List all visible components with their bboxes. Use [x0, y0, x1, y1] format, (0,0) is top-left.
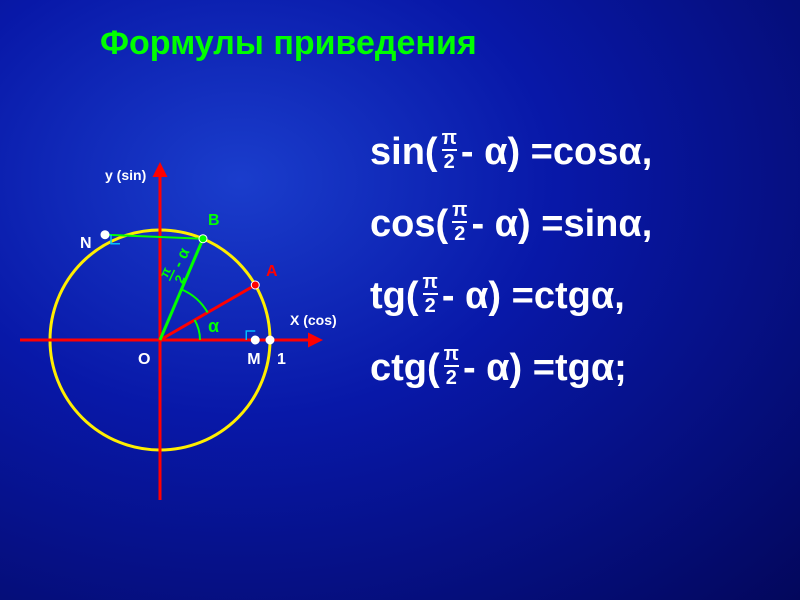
label-N: N — [80, 235, 92, 252]
formula-row: ctg ( π 2 - α) = tgα; — [370, 346, 652, 390]
formula-row: tg ( π 2 - α) = ctgα, — [370, 274, 652, 318]
formula-rhs: ctgα, — [534, 277, 625, 315]
point-A — [251, 281, 259, 289]
pi-over-2: π 2 — [442, 344, 461, 388]
point-1 — [266, 336, 274, 344]
formula-row: cos ( π 2 - α) = sinα, — [370, 202, 652, 246]
label-1: 1 — [277, 351, 286, 368]
formula-row: sin ( π 2 - α) = cosα, — [370, 130, 652, 174]
x-axis-label: X (cos) — [290, 312, 337, 328]
formula-block: sin ( π 2 - α) = cosα, cos ( π 2 - α) = … — [370, 130, 652, 418]
point-M — [251, 336, 259, 344]
formula-func: sin — [370, 133, 425, 171]
slide-title: Формулы приведения — [100, 24, 477, 63]
pi-over-2: π 2 — [450, 200, 469, 244]
label-A: A — [266, 263, 278, 280]
formula-func: ctg — [370, 349, 427, 387]
y-axis-label: y (sin) — [105, 167, 146, 183]
unit-circle-diagram: X (cos)y (sin)απ2 - αOABMN1 — [30, 110, 350, 510]
pi-over-2: π 2 — [421, 272, 440, 316]
formula-func: tg — [370, 277, 406, 315]
diagram-svg: X (cos)y (sin)απ2 - αOABMN1 — [30, 110, 350, 510]
formula-func: cos — [370, 205, 435, 243]
pi-over-2: π 2 — [440, 128, 459, 172]
slide: Формулы приведения sin ( π 2 - α) = cosα… — [0, 0, 800, 600]
label-alpha: α — [208, 316, 219, 336]
label-B: B — [208, 212, 220, 229]
svg-text:2: 2 — [171, 273, 188, 286]
formula-rhs: sinα, — [563, 205, 652, 243]
label-O: O — [138, 351, 150, 368]
arc-alpha — [195, 320, 200, 340]
formula-rhs: cosα, — [553, 133, 652, 171]
formula-rhs: tgα; — [555, 349, 627, 387]
point-N — [101, 231, 109, 239]
label-M: M — [247, 351, 260, 368]
arc-diff — [181, 289, 207, 312]
point-B — [199, 235, 207, 243]
